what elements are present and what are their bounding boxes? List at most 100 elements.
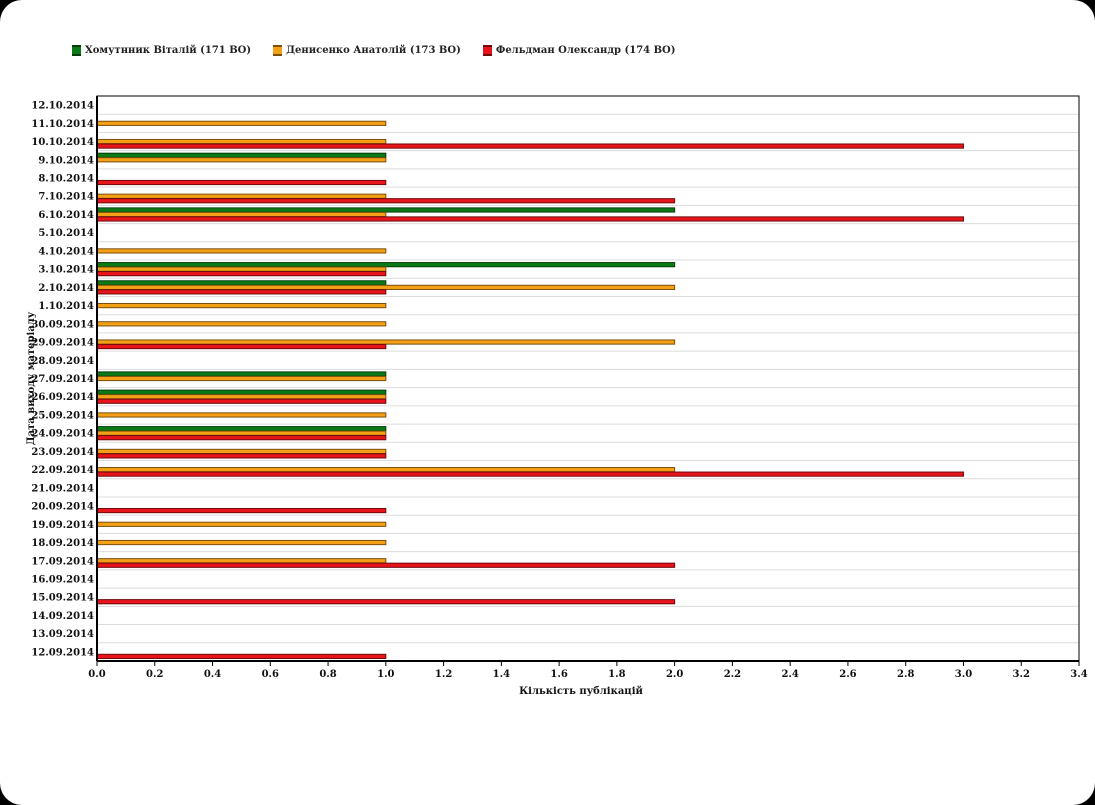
y-tick-label: 12.09.2014 <box>31 647 94 658</box>
y-tick-label: 23.09.2014 <box>31 447 94 458</box>
bar-2-19[interactable] <box>96 453 387 459</box>
y-tick-label: 25.09.2014 <box>31 410 94 421</box>
x-tick-label: 2.8 <box>897 669 914 680</box>
x-tick-label: 0.6 <box>262 669 279 680</box>
bar-1-1[interactable] <box>96 120 387 126</box>
bar-2-20[interactable] <box>96 471 964 477</box>
bar-2-22[interactable] <box>96 507 387 514</box>
bar-1-20[interactable] <box>96 467 676 473</box>
y-tick-label: 1.10.2014 <box>38 301 94 312</box>
bar-0-10[interactable] <box>96 280 387 286</box>
x-tick-label: 0.4 <box>204 669 221 680</box>
legend-item-series-0[interactable]: Хомутнник Віталій (171 ВО) <box>72 42 251 58</box>
y-tick-label: 19.09.2014 <box>31 520 94 531</box>
bar-1-5[interactable] <box>96 193 387 199</box>
bar-1-16[interactable] <box>96 394 387 400</box>
bar-0-3[interactable] <box>96 152 387 158</box>
bar-1-12[interactable] <box>96 321 387 327</box>
y-tick-label: 27.09.2014 <box>31 374 94 385</box>
bar-2-27[interactable] <box>96 599 676 605</box>
y-tick-label: 4.10.2014 <box>38 246 94 257</box>
x-tick-label: 0.2 <box>146 669 163 680</box>
y-tick-label: 6.10.2014 <box>38 210 94 221</box>
x-tick-label: 2.0 <box>666 669 683 680</box>
bar-2-6[interactable] <box>96 216 964 222</box>
legend-swatch-0 <box>72 44 81 56</box>
y-tick-label: 11.10.2014 <box>31 119 94 130</box>
y-tick-label: 15.09.2014 <box>31 593 94 604</box>
y-tick-label: 7.10.2014 <box>38 192 94 203</box>
legend-item-series-2[interactable]: Фельдман Олександр (174 ВО) <box>482 42 676 58</box>
y-tick-label: 8.10.2014 <box>38 174 94 185</box>
bar-2-16[interactable] <box>96 398 387 404</box>
y-tick-label: 22.09.2014 <box>31 465 94 476</box>
bar-0-15[interactable] <box>96 371 387 377</box>
y-tick-label: 30.09.2014 <box>31 319 94 330</box>
y-tick-label: 24.09.2014 <box>31 429 94 440</box>
y-tick-label: 28.09.2014 <box>31 356 94 367</box>
legend-label-0: Хомутнник Віталій (171 ВО) <box>85 44 252 56</box>
x-tick-label: 3.4 <box>1070 669 1087 680</box>
y-tick-label: 18.09.2014 <box>31 538 94 549</box>
bar-2-9[interactable] <box>96 271 387 277</box>
bar-1-18[interactable] <box>96 430 387 436</box>
legend: Хомутнник Віталій (171 ВО) Денисенко Ана… <box>72 42 698 58</box>
y-tick-label: 21.09.2014 <box>31 483 94 494</box>
y-tick-label: 12.10.2014 <box>31 101 94 112</box>
bar-2-18[interactable] <box>96 435 387 441</box>
legend-label-1: Денисенко Анатолій (173 ВО) <box>286 44 461 56</box>
bar-0-16[interactable] <box>96 389 387 395</box>
bar-0-18[interactable] <box>96 426 387 432</box>
bar-2-5[interactable] <box>96 198 676 204</box>
bar-1-9[interactable] <box>96 266 387 272</box>
y-tick-label: 10.10.2014 <box>31 137 94 148</box>
x-tick-label: 1.6 <box>550 669 567 680</box>
bar-1-10[interactable] <box>96 284 676 290</box>
bar-2-10[interactable] <box>96 289 387 295</box>
bar-1-24[interactable] <box>96 539 387 546</box>
y-tick-label: 16.09.2014 <box>31 574 94 585</box>
bar-1-17[interactable] <box>96 412 387 418</box>
x-tick-label: 1.4 <box>493 669 510 680</box>
legend-swatch-1 <box>273 44 283 56</box>
y-axis-title: Дата виходу матеріалу <box>26 311 37 445</box>
bar-1-11[interactable] <box>96 302 387 309</box>
bar-1-2[interactable] <box>96 138 387 145</box>
x-tick-label: 0.0 <box>88 669 105 680</box>
y-tick-label: 2.10.2014 <box>38 283 94 294</box>
bar-1-6[interactable] <box>96 211 387 218</box>
x-axis-title: Кількість публікацій <box>519 686 643 697</box>
y-tick-label: 9.10.2014 <box>38 155 94 166</box>
bar-1-19[interactable] <box>96 448 387 455</box>
x-tick-label: 1.2 <box>435 669 452 680</box>
legend-item-series-1[interactable]: Денисенко Анатолій (173 ВО) <box>273 42 461 58</box>
x-tick-label: 0.8 <box>319 669 336 680</box>
bar-2-25[interactable] <box>96 562 676 568</box>
y-tick-label: 29.09.2014 <box>31 338 94 349</box>
bar-2-4[interactable] <box>96 179 387 186</box>
bar-1-3[interactable] <box>96 157 387 163</box>
x-tick-label: 3.0 <box>955 669 972 680</box>
bar-0-6[interactable] <box>96 207 676 213</box>
bar-1-15[interactable] <box>96 375 387 382</box>
bar-1-13[interactable] <box>96 339 676 345</box>
bar-1-25[interactable] <box>96 558 387 564</box>
y-tick-label: 5.10.2014 <box>38 228 94 239</box>
bar-1-8[interactable] <box>96 248 387 254</box>
y-tick-label: 26.09.2014 <box>31 392 94 403</box>
x-tick-label: 1.0 <box>377 669 394 680</box>
x-tick-label: 3.2 <box>1013 669 1030 680</box>
bar-2-30[interactable] <box>96 653 387 659</box>
bar-1-23[interactable] <box>96 521 387 527</box>
y-tick-label: 14.09.2014 <box>31 611 94 622</box>
x-tick-label: 1.8 <box>608 669 625 680</box>
y-tick-label: 17.09.2014 <box>31 556 94 567</box>
legend-swatch-2 <box>482 44 492 56</box>
x-tick-label: 2.2 <box>724 669 741 680</box>
bar-2-2[interactable] <box>96 143 964 149</box>
bar-2-13[interactable] <box>96 343 387 350</box>
bar-0-9[interactable] <box>96 262 676 268</box>
x-tick-label: 2.6 <box>839 669 856 680</box>
